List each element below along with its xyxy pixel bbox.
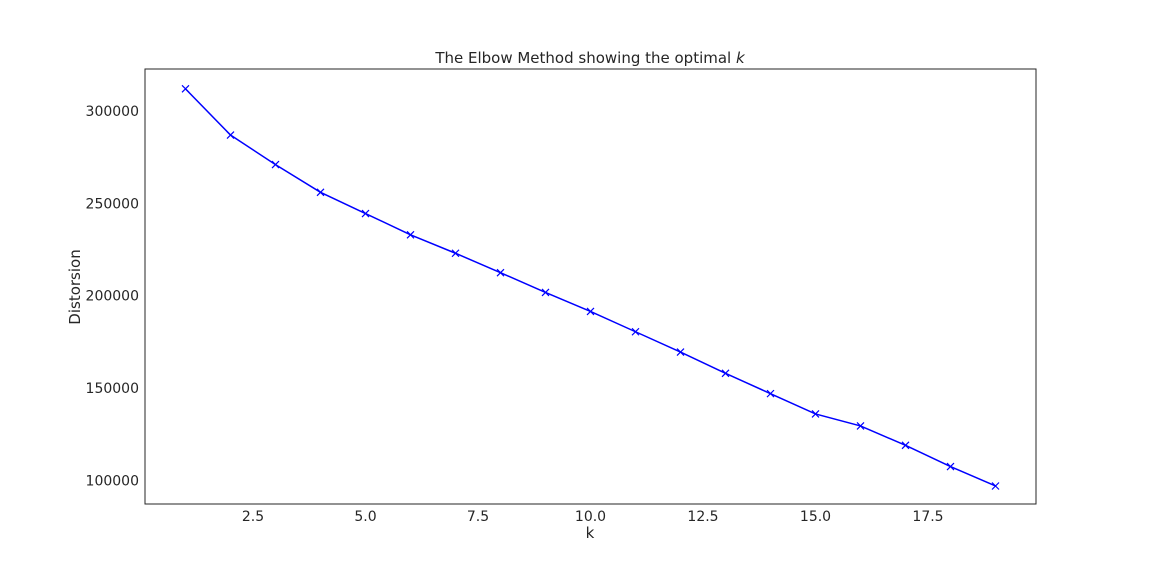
data-point-marker	[226, 131, 235, 139]
series-markers	[181, 84, 1000, 490]
plot-area-frame	[144, 68, 1037, 505]
data-point-marker	[541, 288, 550, 297]
x-tick-label: 12.5	[687, 509, 718, 525]
x-tick-label: 17.5	[912, 509, 943, 525]
data-point-marker	[496, 268, 505, 277]
data-point-marker	[316, 188, 325, 197]
data-point-marker	[361, 209, 370, 218]
y-tick-label: 150000	[86, 381, 139, 397]
y-axis-label: Distorsion	[66, 249, 84, 324]
x-tick-label: 2.5	[242, 509, 264, 525]
x-tick-labels: 2.5 5.0 7.5 10.0 12.5 15.0 17.5	[242, 509, 944, 525]
chart-title: The Elbow Method showing the optimal k	[434, 49, 746, 67]
data-point-marker	[451, 249, 460, 258]
x-tick-label: 15.0	[800, 509, 831, 525]
data-point-marker	[901, 441, 910, 450]
x-tick-label: 10.0	[575, 509, 606, 525]
y-tick-label: 200000	[86, 289, 139, 305]
series-line	[184, 88, 996, 487]
y-tick-label: 100000	[86, 473, 139, 489]
x-tick-label: 5.0	[354, 509, 376, 525]
y-tick-labels: 100000 150000 200000 250000 300000	[86, 104, 139, 489]
data-point-marker	[991, 482, 1000, 490]
chart-title-variable: k	[736, 49, 746, 67]
data-point-marker	[766, 389, 775, 398]
data-point-marker	[406, 230, 415, 239]
y-tick-label: 300000	[86, 104, 139, 120]
data-point-marker	[946, 462, 955, 471]
x-axis-label: k	[586, 524, 595, 542]
data-point-marker	[721, 369, 730, 378]
chart-title-text: The Elbow Method showing the optimal	[434, 49, 736, 67]
data-point-marker	[631, 327, 640, 336]
data-point-marker	[811, 410, 820, 418]
data-point-marker	[856, 422, 865, 430]
data-point-marker	[271, 160, 280, 169]
data-point-marker	[181, 84, 190, 93]
data-point-marker	[586, 307, 595, 316]
x-tick-label: 7.5	[467, 509, 489, 525]
data-point-marker	[676, 348, 685, 356]
y-tick-label: 250000	[86, 196, 139, 212]
